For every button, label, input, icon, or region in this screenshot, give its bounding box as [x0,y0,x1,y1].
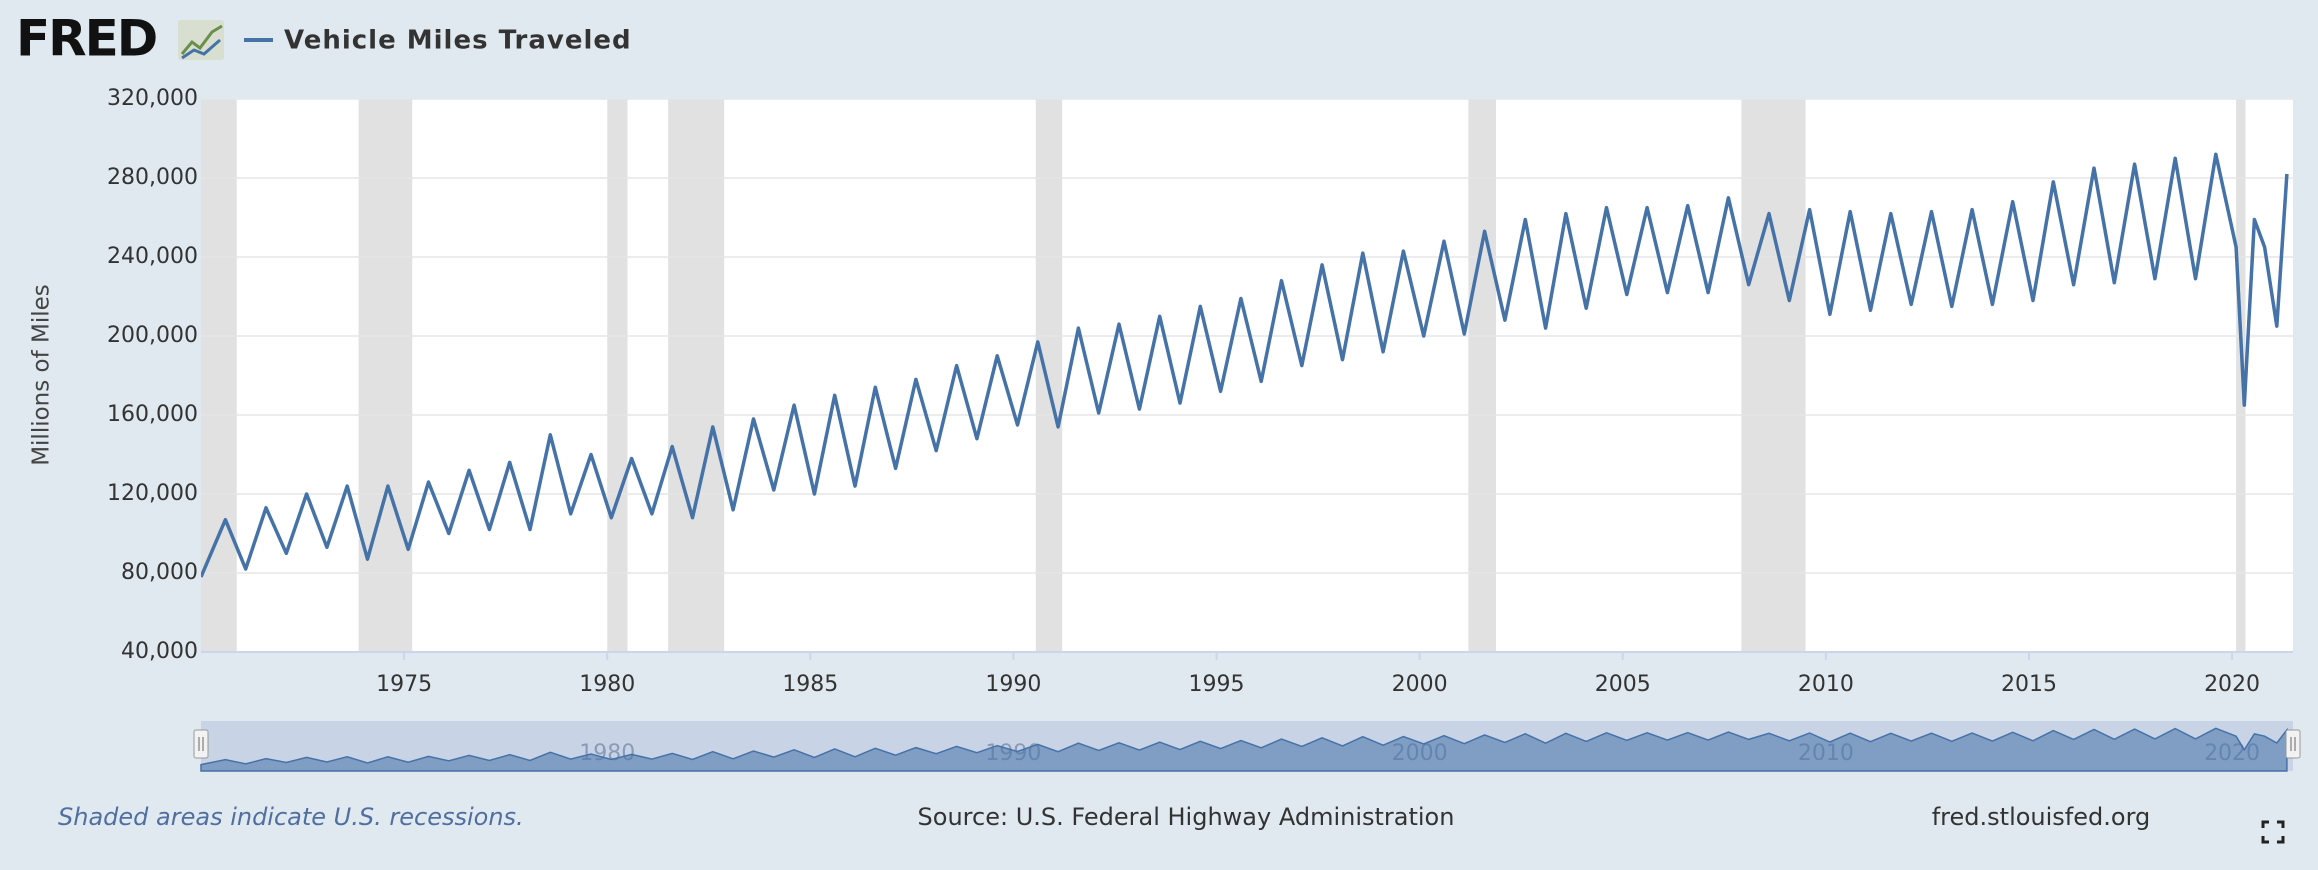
recession-band [1741,99,1806,652]
y-axis-label: Millions of Miles [29,284,55,466]
x-tick-label: 1995 [1189,672,1245,697]
recession-band [1468,99,1497,652]
x-tick-label: 2010 [1798,672,1854,697]
navigator-handle[interactable] [2285,729,2301,759]
recession-band [358,99,413,652]
recession-band [607,99,628,652]
y-tick-label: 120,000 [107,481,198,506]
recession-note: Shaded areas indicate U.S. recessions. [58,803,524,831]
x-tick-label: 1980 [579,672,635,697]
y-tick-label: 320,000 [107,86,198,111]
x-tick-label: 2000 [1392,672,1448,697]
logo-icon [178,20,224,60]
source: Source: U.S. Federal Highway Administrat… [918,803,1455,831]
recession-band [2236,99,2246,652]
site-link[interactable]: fred.stlouisfed.org [1932,803,2151,831]
navigator-series [200,727,2288,772]
recession-band [668,99,725,652]
series-line [201,152,2289,578]
logo[interactable]: FRED [16,10,158,68]
x-tick-label: 1985 [782,672,838,697]
x-tick-label: 2020 [2204,672,2260,697]
x-tick-label: 1975 [376,672,432,697]
recession-band [1035,99,1063,652]
plot-area [201,99,2293,652]
legend-label[interactable]: Vehicle Miles Traveled [284,26,632,56]
y-tick-label: 80,000 [121,560,198,585]
navigator-handle[interactable] [193,729,209,759]
y-tick-label: 280,000 [107,165,198,190]
y-tick-label: 200,000 [107,323,198,348]
fullscreen-icon[interactable] [2261,820,2285,844]
plot-layer [201,99,2293,652]
x-tick-label: 1990 [985,672,1041,697]
x-tick-label: 2015 [2001,672,2057,697]
y-tick-label: 240,000 [107,244,198,269]
y-tick-label: 40,000 [121,639,198,664]
x-tick-label: 2005 [1595,672,1651,697]
y-tick-label: 160,000 [107,402,198,427]
